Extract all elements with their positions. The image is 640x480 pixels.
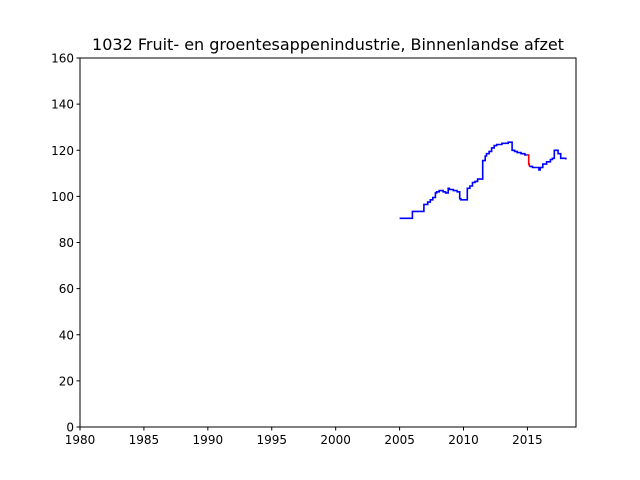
y-axis: 0 20 40 60 80 100 120 140 160	[51, 52, 80, 435]
y-tick-label: 60	[59, 282, 74, 296]
x-axis: 1980 1985 1990 1995 2000 2005 2010 2015	[65, 427, 543, 447]
series-line	[529, 149, 567, 171]
y-tick-label: 20	[59, 374, 74, 388]
y-tick-label: 80	[59, 236, 74, 250]
x-tick-label: 2005	[384, 433, 415, 447]
x-tick-label: 2010	[448, 433, 479, 447]
y-tick-label: 140	[51, 98, 74, 112]
x-tick-label: 1995	[256, 433, 287, 447]
series-line	[399, 141, 527, 220]
y-tick-label: 0	[66, 421, 74, 435]
y-tick-label: 100	[51, 190, 74, 204]
y-tick-label: 120	[51, 144, 74, 158]
y-tick-label: 40	[59, 328, 74, 342]
chart-title: 1032 Fruit- en groentesappenindustrie, B…	[92, 35, 564, 54]
x-tick-label: 1990	[193, 433, 224, 447]
x-tick-label: 2015	[512, 433, 543, 447]
y-tick-label: 160	[51, 52, 74, 66]
x-tick-label: 2000	[320, 433, 351, 447]
series-layer	[399, 141, 567, 220]
series-line	[526, 154, 531, 167]
x-tick-label: 1980	[65, 433, 96, 447]
x-tick-label: 1985	[129, 433, 160, 447]
